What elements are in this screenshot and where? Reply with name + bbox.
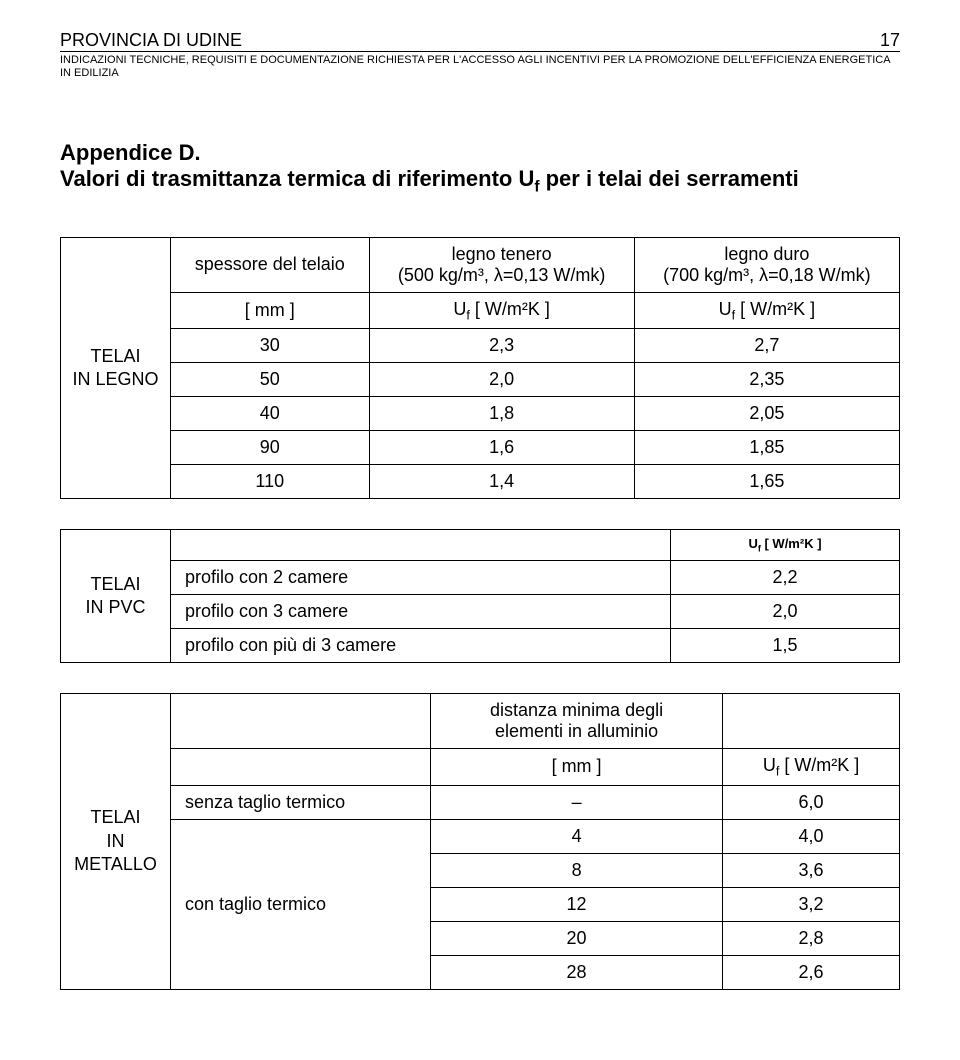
- page-number: 17: [880, 30, 900, 51]
- unit-uf: Uf [ W/m²K ]: [723, 748, 900, 785]
- table-row: 1101,41,65: [61, 465, 900, 499]
- col-duro: legno duro (700 kg/m³, λ=0,18 W/mk): [634, 237, 899, 292]
- table-row: profilo con 3 camere2,0: [61, 594, 900, 628]
- table-row: senza taglio termico – 6,0: [61, 785, 900, 819]
- table-pvc-side: TELAI IN PVC: [61, 530, 171, 663]
- table-row: 502,02,35: [61, 363, 900, 397]
- table-metal-side: TELAI IN METALLO: [61, 693, 171, 989]
- table-row: con taglio termico 4 4,0: [61, 819, 900, 853]
- col-distanza: distanza minima degli elementi in allumi…: [431, 693, 723, 748]
- table-row: profilo con più di 3 camere1,5: [61, 628, 900, 662]
- table-metal: TELAI IN METALLO distanza minima degli e…: [60, 693, 900, 990]
- table-wood: TELAI IN LEGNO spessore del telaio legno…: [60, 237, 900, 500]
- table-row: 401,82,05: [61, 397, 900, 431]
- unit-uf: Uf [ W/m²K ]: [634, 292, 899, 329]
- col-tenero: legno tenero (500 kg/m³, λ=0,13 W/mk): [369, 237, 634, 292]
- unit-mm: [ mm ]: [171, 292, 370, 329]
- doc-header-title: PROVINCIA DI UDINE: [60, 30, 242, 51]
- unit-mm: [ mm ]: [431, 748, 723, 785]
- table-row: 302,32,7: [61, 329, 900, 363]
- table-wood-side: TELAI IN LEGNO: [61, 237, 171, 499]
- unit-uf: Uf [ W/m²K ]: [671, 530, 900, 561]
- appendix-title: Valori di trasmittanza termica di riferi…: [60, 166, 900, 196]
- appendix-label: Appendice D.: [60, 140, 900, 166]
- table-pvc: TELAI IN PVC Uf [ W/m²K ] profilo con 2 …: [60, 529, 900, 663]
- col-spessore: spessore del telaio: [171, 237, 370, 292]
- unit-uf: Uf [ W/m²K ]: [369, 292, 634, 329]
- table-row: profilo con 2 camere2,2: [61, 560, 900, 594]
- doc-header-subtitle: INDICAZIONI TECNICHE, REQUISITI E DOCUME…: [60, 54, 900, 80]
- table-row: 901,61,85: [61, 431, 900, 465]
